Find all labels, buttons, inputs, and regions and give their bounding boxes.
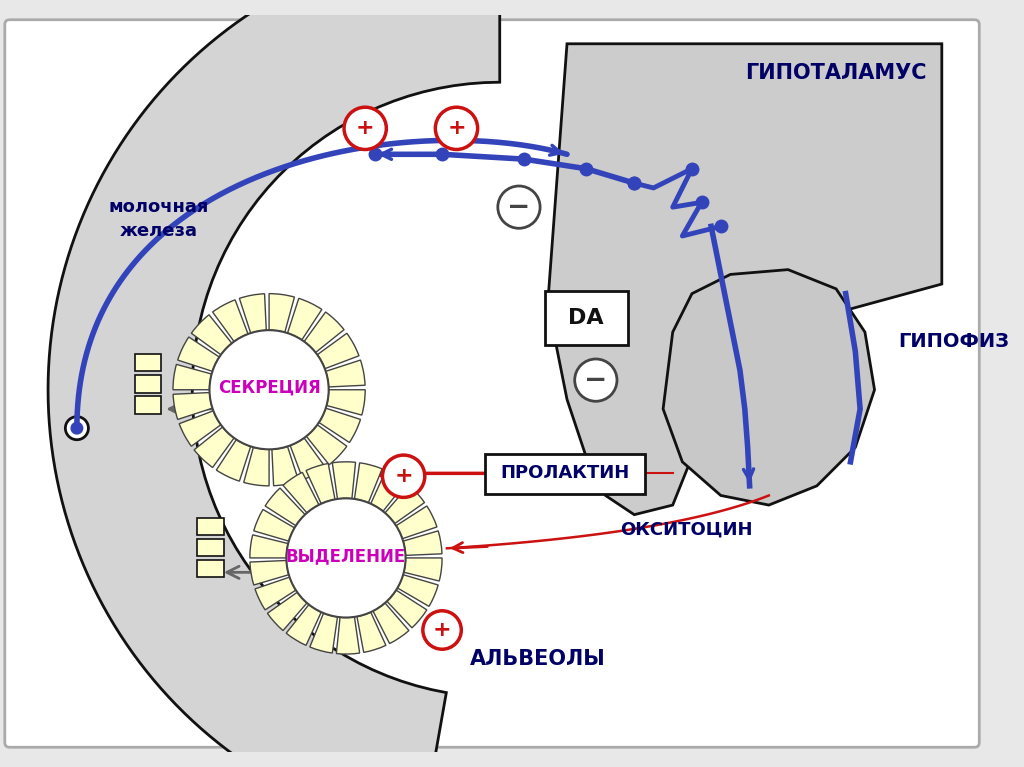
Polygon shape [664, 270, 874, 505]
Wedge shape [354, 463, 382, 502]
Text: −: − [507, 193, 530, 221]
Wedge shape [304, 312, 344, 353]
Wedge shape [191, 314, 231, 354]
Wedge shape [371, 470, 406, 512]
Bar [197, 518, 224, 535]
Bar [134, 354, 162, 371]
Text: −: − [585, 366, 607, 394]
Wedge shape [286, 604, 322, 645]
Text: +: + [394, 466, 413, 486]
Wedge shape [216, 439, 251, 481]
Text: СЕКРЕЦИЯ: СЕКРЕЦИЯ [218, 379, 321, 397]
Wedge shape [173, 364, 212, 390]
Wedge shape [306, 463, 335, 504]
Text: АЛЬВЕОЛЫ: АЛЬВЕОЛЫ [470, 649, 606, 669]
Wedge shape [240, 294, 266, 333]
Text: ОКСИТОЦИН: ОКСИТОЦИН [620, 520, 753, 538]
Text: ВЫДЕЛЕНИЕ: ВЫДЕЛЕНИЕ [286, 547, 407, 565]
Wedge shape [272, 446, 299, 486]
Wedge shape [333, 462, 355, 499]
Text: DA: DA [568, 308, 604, 328]
FancyBboxPatch shape [545, 291, 628, 344]
Wedge shape [336, 617, 359, 654]
Wedge shape [283, 472, 318, 513]
Circle shape [71, 423, 83, 434]
Text: ГИПОФИЗ: ГИПОФИЗ [898, 332, 1010, 351]
Wedge shape [288, 298, 322, 340]
Polygon shape [548, 44, 942, 515]
Wedge shape [396, 506, 437, 538]
Circle shape [344, 107, 386, 150]
Wedge shape [306, 425, 347, 465]
Circle shape [383, 455, 425, 497]
Circle shape [287, 499, 406, 617]
Wedge shape [250, 535, 288, 558]
Bar [134, 397, 162, 413]
Wedge shape [327, 390, 366, 415]
Bar [197, 538, 224, 556]
Wedge shape [310, 613, 338, 653]
FancyBboxPatch shape [485, 454, 645, 493]
Wedge shape [244, 447, 269, 486]
Wedge shape [254, 509, 295, 542]
Wedge shape [397, 574, 438, 607]
Wedge shape [326, 360, 366, 387]
Wedge shape [267, 592, 307, 630]
Polygon shape [48, 0, 500, 767]
Wedge shape [290, 438, 326, 479]
Wedge shape [387, 590, 427, 628]
Wedge shape [265, 488, 305, 525]
Text: +: + [447, 118, 466, 138]
Wedge shape [403, 531, 442, 555]
Wedge shape [373, 603, 409, 644]
Circle shape [210, 330, 329, 449]
Text: ПРОЛАКТИН: ПРОЛАКТИН [501, 464, 630, 482]
Wedge shape [178, 337, 219, 371]
Bar [134, 375, 162, 393]
Wedge shape [213, 300, 248, 341]
Circle shape [435, 107, 477, 150]
Wedge shape [385, 486, 425, 524]
Wedge shape [255, 577, 296, 610]
Bar [197, 560, 224, 577]
Wedge shape [357, 612, 386, 653]
Text: +: + [356, 118, 375, 138]
FancyBboxPatch shape [5, 20, 979, 747]
Circle shape [498, 186, 540, 229]
Text: ГИПОТАЛАМУС: ГИПОТАЛАМУС [745, 63, 927, 83]
Wedge shape [195, 427, 234, 468]
Wedge shape [317, 333, 359, 369]
Circle shape [423, 611, 461, 649]
Wedge shape [318, 408, 360, 443]
Text: молочная: молочная [109, 198, 209, 216]
Wedge shape [269, 294, 295, 332]
Wedge shape [403, 558, 442, 581]
Wedge shape [250, 561, 289, 585]
Circle shape [574, 359, 617, 401]
Text: +: + [433, 620, 452, 640]
Wedge shape [179, 411, 221, 446]
Circle shape [66, 416, 88, 439]
Wedge shape [173, 393, 212, 420]
Text: железа: железа [120, 222, 198, 240]
